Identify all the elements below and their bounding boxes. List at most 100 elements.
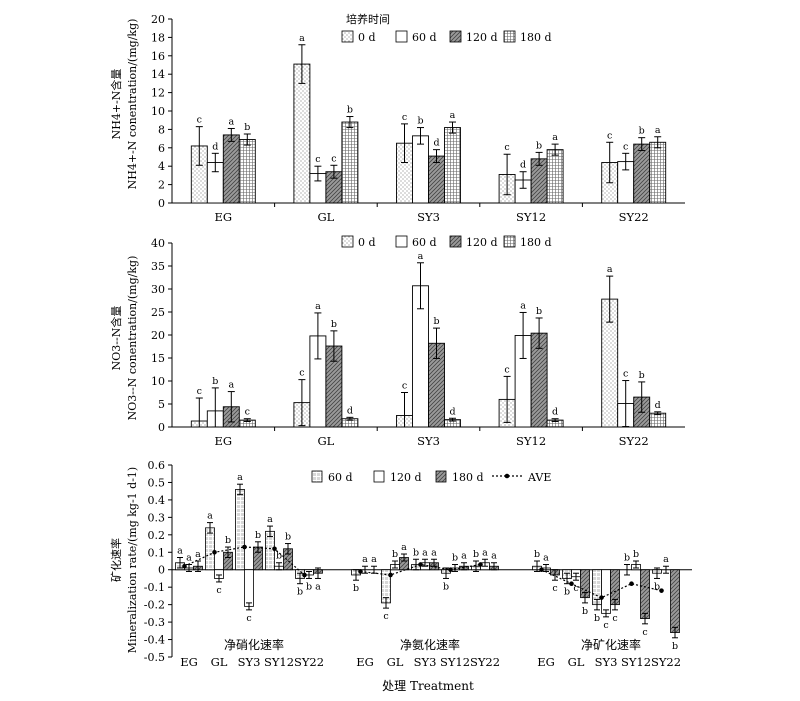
group-title: 净矿化速率 — [581, 637, 641, 652]
legend-swatch — [435, 470, 447, 483]
sig-letter: b — [413, 547, 419, 558]
x-tick-label: SY22 — [619, 210, 649, 224]
ave-point — [212, 549, 217, 555]
sig-letter: b — [564, 587, 570, 598]
x-tick-label: GL — [568, 655, 585, 669]
y-tick-label: -0.1 — [144, 581, 165, 594]
sig-letter: b — [353, 583, 359, 594]
sig-letter: a — [607, 264, 613, 275]
y-tick-label: 40 — [151, 237, 165, 250]
legend-label: 120 d — [466, 236, 498, 249]
x-tick-label: SY22 — [619, 434, 649, 448]
sig-letter: b — [392, 549, 398, 560]
y-tick-label: 18 — [151, 31, 165, 44]
sig-letter: c — [623, 369, 628, 380]
bar — [444, 127, 461, 204]
x-tick-label: SY3 — [417, 434, 440, 448]
y-tick-label: 0.1 — [148, 546, 166, 559]
sig-letter: a — [299, 33, 305, 44]
legend-label: 180 d — [520, 236, 552, 249]
sig-letter: b — [534, 549, 540, 560]
sig-letter: b — [639, 126, 645, 137]
sig-letter: c — [402, 381, 407, 392]
sig-letter: a — [267, 514, 273, 525]
y-tick-label: 0.5 — [148, 476, 166, 489]
ave-point — [418, 562, 423, 567]
y-tick-label: 0 — [158, 421, 165, 434]
x-axis-title: 处理 Treatment — [382, 679, 474, 693]
sig-letter: c — [504, 142, 509, 153]
legend-swatch — [395, 235, 408, 248]
ave-point — [242, 544, 247, 550]
y-tick-label: 0.3 — [148, 511, 166, 524]
sig-letter: d — [449, 406, 455, 417]
p3-ylabel-cn: 矿化速率 — [109, 538, 123, 582]
ave-point — [539, 567, 544, 573]
y-tick-label: 20 — [151, 13, 165, 26]
sig-letter: c — [315, 154, 320, 165]
sig-letter: a — [431, 547, 437, 558]
sig-letter: a — [371, 554, 377, 565]
x-tick-label: SY12 — [516, 434, 546, 448]
sig-letter: c — [402, 112, 407, 123]
legend-swatch — [503, 235, 516, 248]
x-tick-label: SY12 — [264, 655, 294, 669]
sig-letter: b — [433, 316, 439, 327]
x-tick-label: SY22 — [294, 655, 324, 669]
sig-letter: c — [603, 620, 608, 631]
sig-letter: b — [654, 581, 660, 592]
y-tick-label: -0.2 — [144, 599, 165, 612]
sig-letter: b — [297, 587, 303, 598]
bar — [244, 569, 254, 607]
sig-letter: d — [212, 141, 218, 152]
x-tick-label: GL — [211, 655, 228, 669]
y-tick-label: -0.3 — [144, 616, 165, 629]
sig-letter: d — [433, 138, 439, 149]
sig-letter: c — [607, 130, 612, 141]
sig-letter: a — [543, 552, 549, 563]
sig-letter: d — [552, 407, 558, 418]
sig-letter: b — [306, 581, 312, 592]
bar — [341, 121, 359, 204]
y-tick-label: 20 — [151, 329, 165, 342]
sig-letter: c — [612, 613, 617, 624]
y-tick-label: 0 — [158, 564, 165, 577]
y-tick-label: 12 — [151, 87, 165, 100]
bar — [633, 143, 651, 204]
legend-ave-point — [504, 473, 510, 479]
sig-letter: a — [315, 301, 321, 312]
sig-letter: a — [315, 581, 321, 592]
bar — [649, 141, 667, 204]
sig-letter: b — [633, 549, 639, 560]
sig-letter: c — [331, 153, 336, 164]
y-tick-label: 0.6 — [148, 459, 166, 472]
panel-mineralization: -0.5 -0.4 -0.3 -0.2 -0.1 0 0.1 0.2 0.3 0.4 0.5 0.6 E… — [144, 459, 692, 669]
bar — [640, 569, 650, 620]
y-tick-label: 25 — [151, 306, 165, 319]
bar — [649, 412, 667, 428]
sig-letter: c — [504, 364, 509, 375]
bar — [546, 149, 564, 204]
sig-letter: d — [520, 160, 526, 171]
legend-label: 0 d — [358, 236, 376, 249]
sig-letter: b — [225, 535, 231, 546]
sig-letter: a — [552, 132, 558, 143]
bar — [412, 135, 429, 204]
ave-point — [569, 581, 574, 586]
y-tick-label: 16 — [151, 50, 165, 63]
sig-letter: a — [655, 125, 661, 136]
sig-letter: c — [197, 386, 202, 397]
x-tick-label: SY3 — [417, 210, 440, 224]
legend-label: 180 d — [520, 31, 552, 44]
sig-letter: b — [639, 370, 645, 381]
legend-label: 180 d — [452, 471, 484, 484]
y-tick-label: 5 — [158, 398, 165, 411]
legend-swatch — [311, 470, 323, 483]
sig-letter: c — [245, 407, 250, 418]
y-tick-label: 10 — [151, 375, 165, 388]
sig-letter: a — [228, 116, 234, 127]
legend-swatch — [449, 235, 462, 248]
legend-swatch — [395, 30, 408, 43]
bar — [222, 134, 240, 204]
